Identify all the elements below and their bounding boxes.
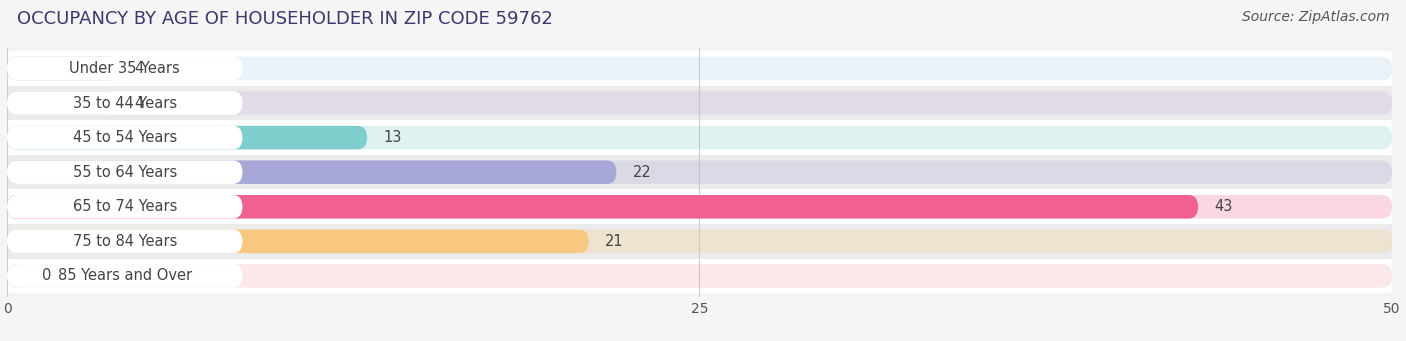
Text: 13: 13 xyxy=(384,130,402,145)
FancyBboxPatch shape xyxy=(7,161,1392,184)
FancyBboxPatch shape xyxy=(7,190,1392,224)
FancyBboxPatch shape xyxy=(7,91,242,115)
Text: 75 to 84 Years: 75 to 84 Years xyxy=(73,234,177,249)
FancyBboxPatch shape xyxy=(7,161,616,184)
FancyBboxPatch shape xyxy=(7,264,25,288)
FancyBboxPatch shape xyxy=(7,195,242,219)
FancyBboxPatch shape xyxy=(7,91,1392,115)
Text: 45 to 54 Years: 45 to 54 Years xyxy=(73,130,177,145)
FancyBboxPatch shape xyxy=(7,51,1392,86)
FancyBboxPatch shape xyxy=(7,258,1392,293)
FancyBboxPatch shape xyxy=(7,229,242,253)
FancyBboxPatch shape xyxy=(7,229,1392,253)
Text: Under 35 Years: Under 35 Years xyxy=(69,61,180,76)
FancyBboxPatch shape xyxy=(7,57,118,80)
Text: OCCUPANCY BY AGE OF HOUSEHOLDER IN ZIP CODE 59762: OCCUPANCY BY AGE OF HOUSEHOLDER IN ZIP C… xyxy=(17,10,553,28)
FancyBboxPatch shape xyxy=(7,224,1392,258)
Text: 65 to 74 Years: 65 to 74 Years xyxy=(73,199,177,214)
FancyBboxPatch shape xyxy=(7,57,242,80)
FancyBboxPatch shape xyxy=(7,57,1392,80)
FancyBboxPatch shape xyxy=(7,91,118,115)
FancyBboxPatch shape xyxy=(7,195,1392,219)
Text: 85 Years and Over: 85 Years and Over xyxy=(58,268,191,283)
Text: 55 to 64 Years: 55 to 64 Years xyxy=(73,165,177,180)
FancyBboxPatch shape xyxy=(7,126,367,149)
FancyBboxPatch shape xyxy=(7,264,1392,288)
Text: 43: 43 xyxy=(1215,199,1233,214)
Text: 0: 0 xyxy=(42,268,52,283)
Text: 22: 22 xyxy=(633,165,652,180)
Text: 4: 4 xyxy=(135,95,143,110)
FancyBboxPatch shape xyxy=(7,86,1392,120)
FancyBboxPatch shape xyxy=(7,161,242,184)
Text: Source: ZipAtlas.com: Source: ZipAtlas.com xyxy=(1241,10,1389,24)
FancyBboxPatch shape xyxy=(7,126,1392,149)
FancyBboxPatch shape xyxy=(7,120,1392,155)
Text: 4: 4 xyxy=(135,61,143,76)
FancyBboxPatch shape xyxy=(7,264,242,288)
FancyBboxPatch shape xyxy=(7,229,589,253)
Text: 21: 21 xyxy=(606,234,624,249)
FancyBboxPatch shape xyxy=(7,155,1392,190)
Text: 35 to 44 Years: 35 to 44 Years xyxy=(73,95,177,110)
FancyBboxPatch shape xyxy=(7,195,1198,219)
FancyBboxPatch shape xyxy=(7,126,242,149)
